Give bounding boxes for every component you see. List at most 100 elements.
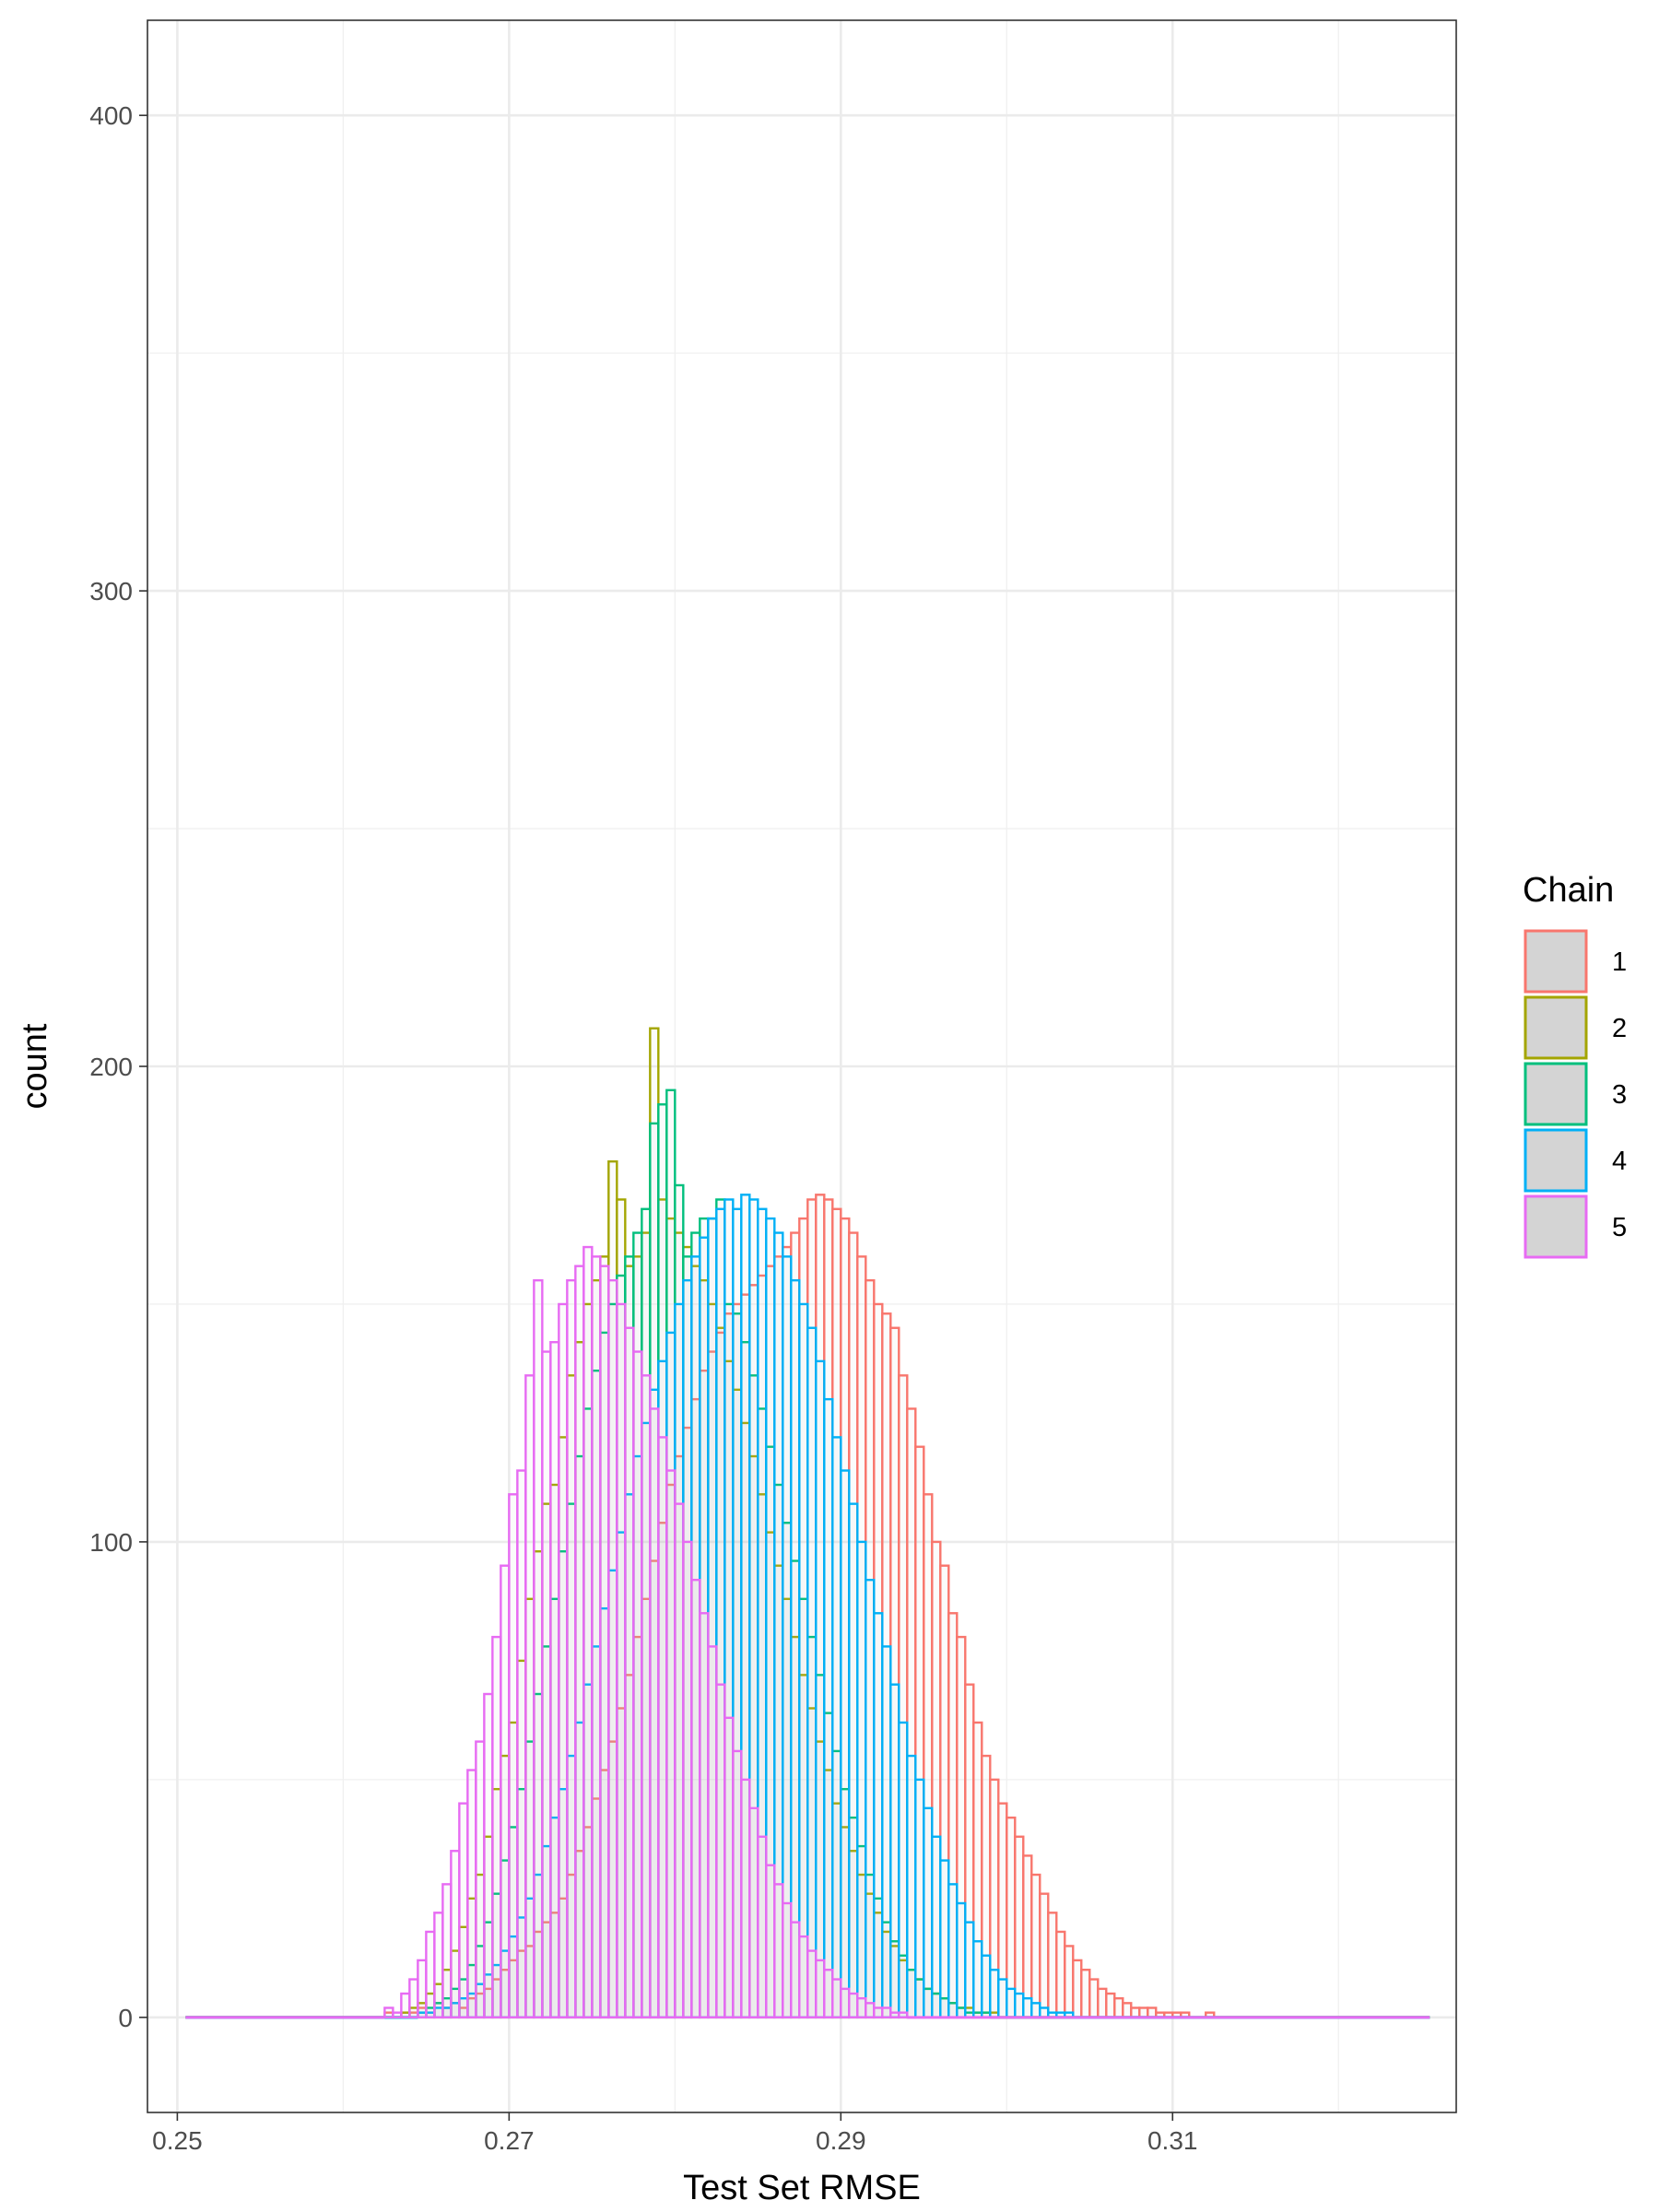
histogram-bar [707,1645,718,2019]
histogram-bar [823,1397,834,2019]
histogram-bar [632,1350,643,2019]
histogram-bar [806,1949,818,2019]
histogram-bar [616,1302,627,2019]
series-layer [185,1027,1430,2019]
histogram-bar [806,1326,818,2019]
y-axis-title: count [16,1023,54,1109]
histogram-bar [798,1302,809,2019]
histogram-bar [690,1578,701,2019]
histogram-bar [1088,1978,1100,2019]
histogram-bar [657,1436,668,2019]
histogram-bar [964,1921,975,2019]
histogram-bar [856,1540,867,2019]
histogram-bar [715,1683,726,2019]
histogram-bar [574,1265,585,2019]
histogram-bar [699,1612,710,2019]
legend-label-5: 5 [1612,1213,1627,1242]
histogram-bar [939,1859,950,2019]
histogram-bar [1097,1987,1108,2019]
histogram-bar [873,1612,884,2019]
histogram-bar [848,1992,859,2019]
histogram-bar [732,1749,743,2019]
histogram-bar [649,1407,660,2019]
series-5 [185,1245,1430,2019]
histogram-bar [782,1901,793,2019]
histogram-bar [1039,1892,1050,2019]
histogram-bar [765,1864,776,2019]
x-tick-label: 0.27 [484,2126,535,2155]
legend-key-2 [1524,995,1588,1060]
histogram-bar [458,1802,469,2019]
histogram-bar [956,1901,967,2019]
histogram-bar [840,1469,851,2019]
histogram-bar [1014,1835,1025,2019]
x-tick-label: 0.29 [816,2126,866,2155]
histogram-bar [923,1806,934,2019]
histogram-bar [1064,1945,1075,2019]
histogram-bar [865,2002,876,2019]
histogram-bar [856,1996,867,2019]
histogram-bar [865,1578,876,2019]
legend-key-4 [1524,1128,1588,1193]
histogram-bar [798,1935,809,2019]
y-tick-label: 100 [89,1528,133,1557]
series-3 [185,1088,1430,2019]
histogram-bar [433,1912,444,2019]
legend-key-3 [1524,1062,1588,1126]
histogram-bar [790,1278,801,2019]
histogram-bar [1030,2002,1041,2019]
histogram-bar [898,2011,909,2019]
legend: Chain 1 2 3 4 5 [1523,871,1627,1259]
histogram-bar [989,1969,1000,2019]
histogram-bar [408,1978,419,2019]
histogram-bar [931,1835,942,2019]
histogram-bar [665,1469,677,2019]
legend-key-1 [1524,929,1588,994]
x-tick-label: 0.25 [152,2126,203,2155]
histogram-bar [889,2011,900,2019]
histogram-bar [1072,1959,1083,2019]
histogram-bar [582,1245,594,2019]
legend-label-2: 2 [1612,1014,1627,1043]
histogram-bar [682,1540,693,2019]
histogram-bar [558,1302,569,2019]
histogram-bar [425,1930,436,2019]
histogram-bar [508,1493,519,2019]
histogram-bar [790,1921,801,2019]
histogram-bar [981,1954,992,2019]
histogram-bar [881,2006,892,2019]
legend-label-1: 1 [1612,947,1627,977]
histogram-bar [599,1265,610,2019]
histogram-bar [1022,1996,1033,2019]
histogram-bar [1147,2006,1158,2019]
histogram-bar [483,1692,494,2019]
histogram-bar [674,1502,685,2019]
histogram-bar [997,1978,1008,2019]
histogram-bar [1138,2006,1149,2019]
x-axis-title: Test Set RMSE [683,2169,921,2207]
y-tick-label: 300 [89,577,133,606]
histogram-bar [1130,2006,1141,2019]
histogram-bar [491,1635,502,2019]
histogram-bar [1014,1992,1025,2019]
histogram-bar [1080,1969,1091,2019]
histogram-bar [815,1359,826,2019]
x-axis: 0.25 0.27 0.29 0.31 [152,2112,1197,2155]
histogram-bar [450,1850,461,2019]
histogram-bar [466,1769,477,2019]
legend-label-4: 4 [1612,1147,1627,1176]
histogram-bar [1039,2006,1050,2019]
histogram-bar [1006,1816,1017,2019]
histogram-bar [549,1341,560,2019]
histogram-bar [392,2011,403,2019]
histogram-bar [1113,1996,1124,2019]
x-tick-label: 0.31 [1147,2126,1198,2155]
histogram-bar [881,1645,892,2019]
histogram-bar [533,1278,544,2019]
legend-label-3: 3 [1612,1080,1627,1110]
histogram-bar [516,1469,527,2019]
histogram-bar [624,1326,635,2019]
histogram-bar [400,1992,411,2019]
histogram-bar [773,1883,784,2019]
y-tick-label: 400 [89,101,133,130]
